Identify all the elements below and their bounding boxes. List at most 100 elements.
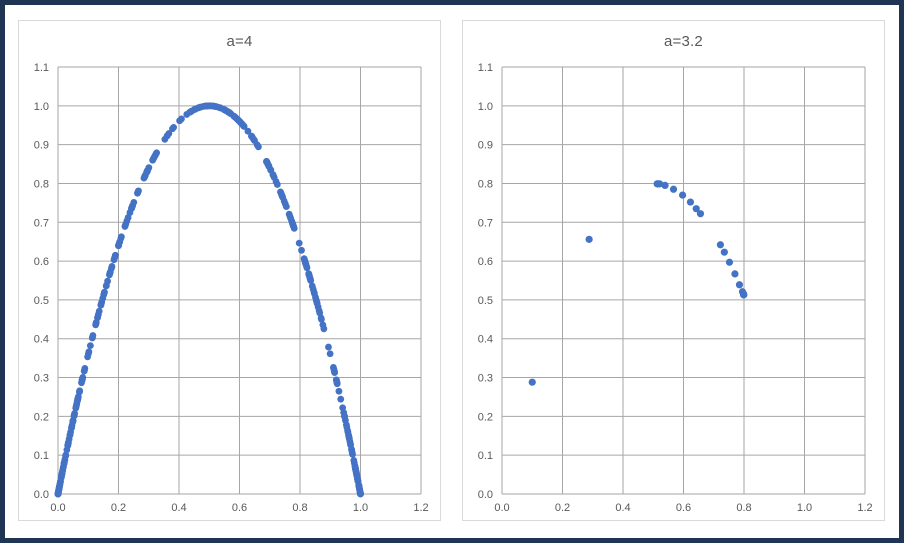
data-point [140, 174, 148, 182]
data-point [295, 239, 303, 247]
data-point [731, 270, 739, 278]
y-tick-label: 1.1 [34, 62, 49, 74]
y-tick-label: 0.6 [478, 256, 493, 268]
x-tick-label: 0.6 [676, 502, 691, 514]
data-point [320, 325, 328, 333]
x-tick-label: 0.4 [615, 502, 630, 514]
data-point [68, 424, 75, 432]
data-point [121, 223, 129, 230]
data-point [678, 191, 687, 199]
x-tick-label: 0.0 [494, 502, 509, 514]
data-point [203, 102, 210, 110]
data-point [335, 387, 343, 395]
data-point [308, 282, 316, 290]
y-tick-label: 0.1 [34, 450, 49, 462]
scatter-plot-a3-2: 0.0 0.2 0.4 0.6 0.8 1.0 1.2 0.0 0.1 0.2 0.3 0.4 0.5 0… [478, 62, 873, 514]
data-point [273, 181, 281, 188]
data-point [89, 334, 96, 341]
data-point [278, 192, 286, 199]
x-tick-label: 0.6 [232, 502, 247, 514]
data-point [720, 248, 728, 256]
y-tick-label: 0.6 [34, 256, 49, 268]
y-tick-label: 0.9 [478, 140, 493, 152]
data-point [135, 187, 142, 195]
data-point [653, 180, 661, 188]
data-point [333, 380, 341, 388]
data-point [78, 376, 86, 384]
data-point [169, 125, 176, 133]
data-point [94, 313, 101, 321]
x-tick-label: 0.2 [111, 502, 126, 514]
y-tick-label: 0.3 [478, 373, 493, 385]
data-point [118, 233, 125, 241]
data-point [355, 482, 363, 490]
data-point [282, 203, 290, 211]
x-tick-label: 0.8 [736, 502, 751, 514]
x-tick-label: 1.0 [797, 502, 812, 514]
data-point [80, 367, 88, 375]
data-point [106, 270, 114, 278]
data-point [244, 127, 252, 135]
data-point [76, 387, 84, 395]
data-point [54, 488, 62, 496]
data-point [250, 135, 257, 143]
data-point [153, 149, 161, 157]
data-point [176, 116, 184, 124]
y-tick-label: 0.1 [478, 450, 493, 462]
chart-panel-a3-2: a=3.2 0.0 0.2 0.4 0.6 0.8 1.0 1.2 0.0 0.1 0.2 0.3 0… [462, 20, 885, 521]
data-point [85, 348, 93, 356]
data-point [263, 158, 270, 165]
chart-title: a=4 [226, 33, 253, 50]
y-tick-label: 0.7 [34, 217, 49, 229]
y-tick-label: 0.4 [34, 334, 49, 346]
data-point [100, 290, 108, 298]
data-point [287, 214, 295, 222]
data-point [95, 307, 103, 315]
data-point [345, 434, 353, 442]
data-point [661, 181, 669, 189]
y-tick-label: 1.0 [478, 101, 493, 113]
data-point [126, 209, 134, 216]
y-tick-label: 0.0 [478, 489, 493, 501]
data-point [325, 343, 332, 351]
data-point [725, 258, 734, 266]
data-point [300, 255, 308, 263]
data-point [71, 409, 79, 417]
data-point [187, 108, 195, 116]
data-point [62, 451, 70, 459]
data-point [104, 277, 111, 285]
data-point [92, 320, 100, 328]
y-tick-label: 0.5 [34, 295, 49, 307]
data-point [72, 404, 80, 412]
data-point [686, 198, 695, 206]
y-tick-label: 0.2 [478, 411, 493, 423]
data-point [585, 235, 593, 243]
data-point [313, 299, 321, 307]
chart-title: a=3.2 [664, 33, 703, 50]
x-tick-label: 1.2 [857, 502, 872, 514]
data-point [130, 198, 138, 206]
data-point [58, 472, 65, 480]
data-point [305, 270, 313, 278]
data-point [226, 109, 234, 117]
data-point [692, 205, 700, 213]
data-point [740, 291, 748, 299]
y-tick-label: 0.4 [478, 334, 493, 346]
data-point [74, 393, 82, 401]
data-point [238, 119, 245, 127]
data-point [353, 473, 361, 481]
data-point [65, 435, 73, 443]
data-point [110, 256, 118, 264]
data-point [115, 241, 123, 249]
data-point [716, 241, 725, 249]
data-point [56, 482, 63, 490]
data-point [143, 168, 151, 176]
data-point [696, 210, 705, 218]
x-tick-label: 0.0 [50, 502, 65, 514]
data-point [298, 246, 305, 254]
data-point [230, 113, 238, 120]
data-point [149, 156, 157, 164]
x-tick-label: 0.8 [292, 502, 307, 514]
x-tick-label: 1.2 [413, 502, 428, 514]
